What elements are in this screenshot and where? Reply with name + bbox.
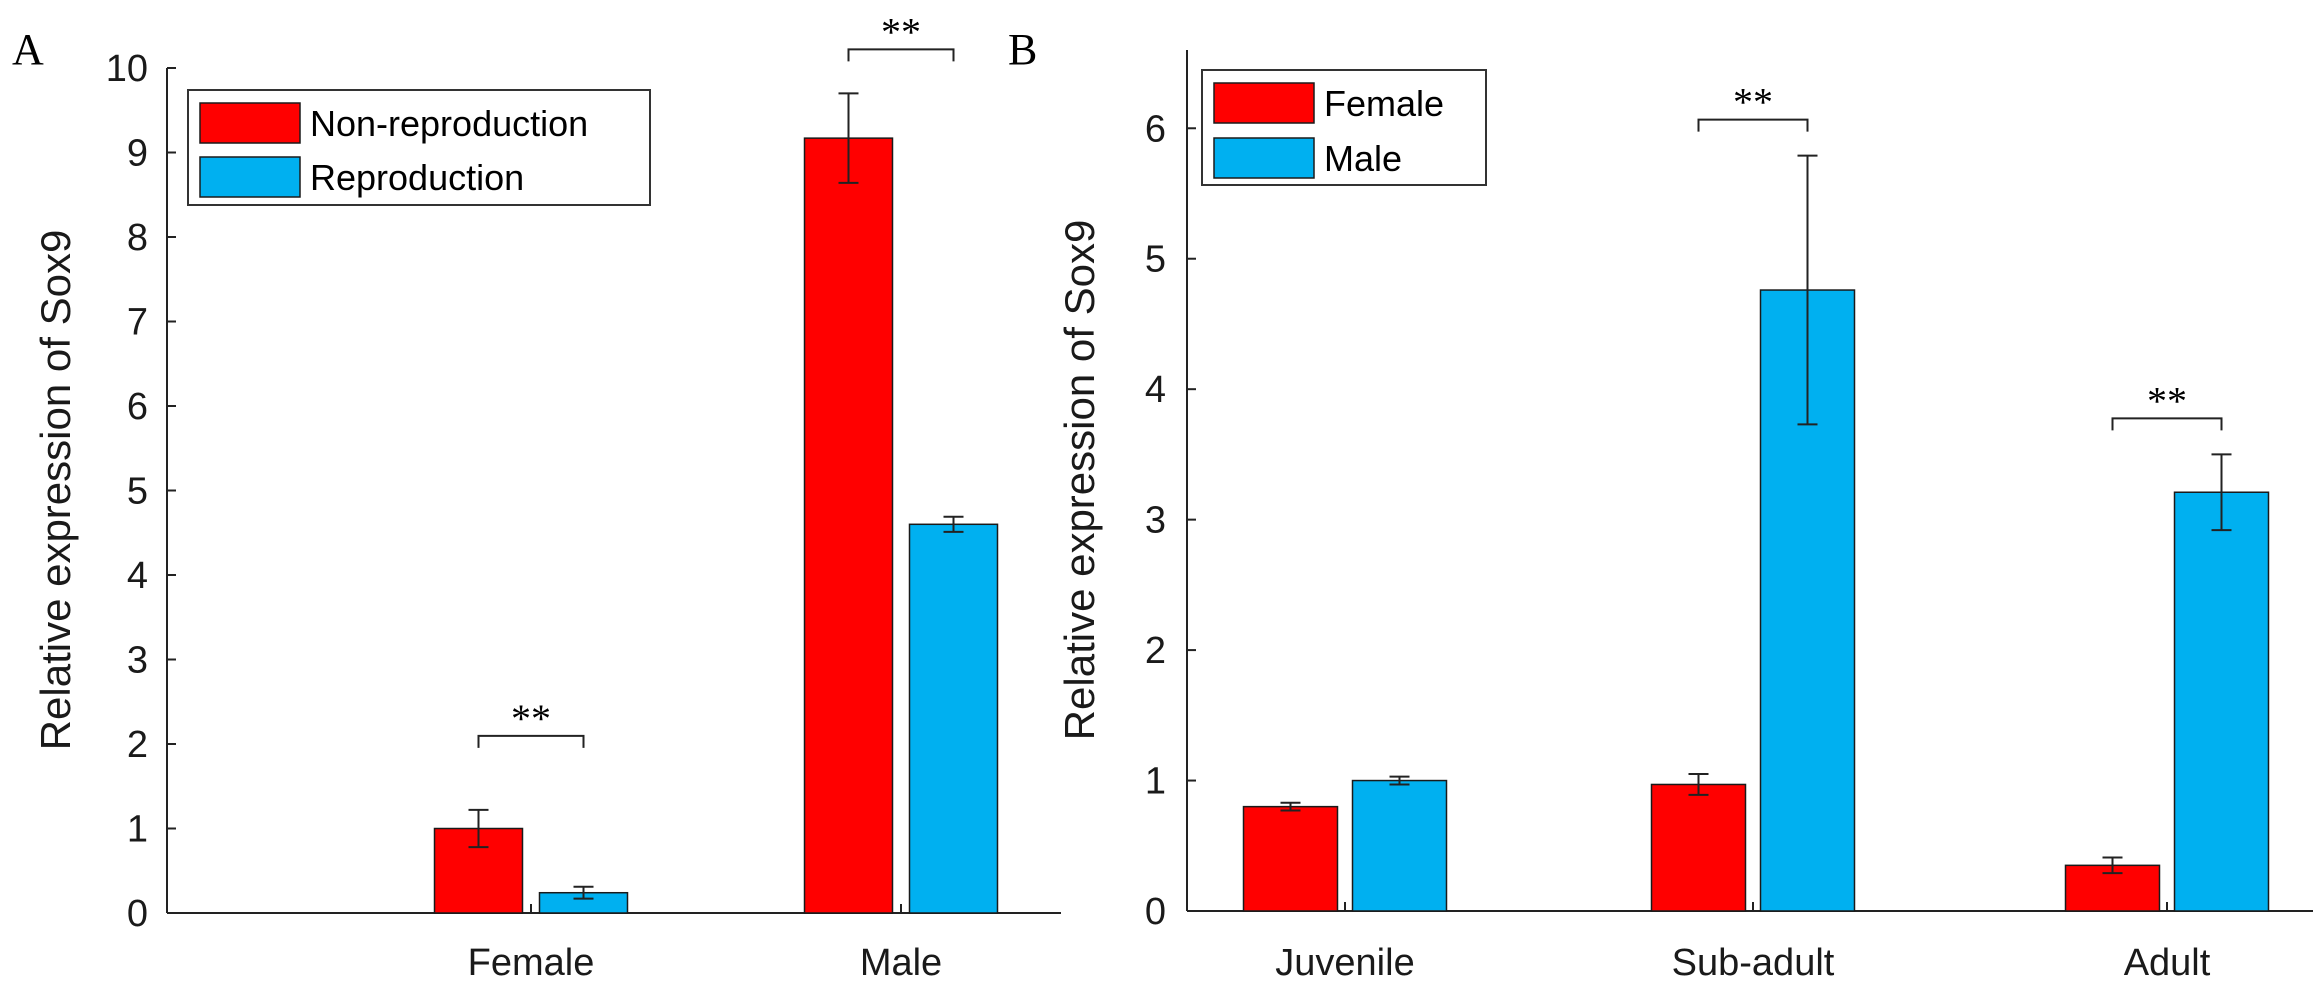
panel-a-bar-non-reproduction-male <box>803 137 894 914</box>
panel-a-legend-swatch <box>199 102 301 144</box>
panel-a-significance-label: ** <box>511 696 551 741</box>
panel-b-bar-female-sub-adult <box>1650 783 1747 912</box>
panel-b-legend-swatch <box>1213 137 1315 179</box>
panel-b-bar-chart: B 0 1 2 3 4 5 6 Relative expression of Sox9 Juve… <box>1008 25 2313 984</box>
panel-a-legend-label: Non-reproduction <box>310 103 588 144</box>
panel-b-legend-swatch <box>1213 82 1315 124</box>
panel-b-y-tick-label: 5 <box>1145 239 1166 281</box>
panel-a-y-tick-label: 5 <box>127 471 148 513</box>
panel-a-x-tick-label: Female <box>468 942 595 984</box>
panel-a-y-tick-label: 4 <box>127 555 148 597</box>
panel-b-significance-bracket <box>2111 417 2223 431</box>
panel-a-letter: A <box>12 25 44 74</box>
panel-a-y-tick-label: 10 <box>106 48 148 90</box>
panel-b-legend-label: Male <box>1324 138 1402 179</box>
panel-b-y-axis-title: Relative expression of Sox9 <box>1056 220 1103 741</box>
panel-b-y-tick-label: 3 <box>1145 500 1166 542</box>
panel-a-significance-bracket <box>477 734 585 748</box>
panel-b-x-tick-label: Adult <box>2124 942 2211 984</box>
panel-a-bar-chart: A 0 1 2 3 4 5 6 7 8 9 10 Relative expression of Sox… <box>12 9 1061 984</box>
panel-b-y-tick-label: 6 <box>1145 108 1166 150</box>
panel-a-y-tick-label: 6 <box>127 386 148 428</box>
panel-a-y-tick-label: 9 <box>127 133 148 175</box>
panel-a-legend-label: Reproduction <box>310 157 524 198</box>
panel-a-x-tick-label: Male <box>860 942 942 984</box>
panel-a-legend-swatch <box>199 156 301 198</box>
panel-b-x-tick-label: Sub-adult <box>1672 942 1835 984</box>
panel-b-x-tick-label: Juvenile <box>1275 942 1414 984</box>
panel-a-y-tick-label: 1 <box>127 809 148 851</box>
panel-b-significance-label: ** <box>2147 378 2187 423</box>
panel-a-bar-reproduction-male <box>908 523 999 914</box>
panel-b-significance-label: ** <box>1733 80 1773 125</box>
panel-a-significance-label: ** <box>881 9 921 54</box>
panel-b-letter: B <box>1008 25 1037 74</box>
panel-a-y-tick-label: 2 <box>127 724 148 766</box>
panel-b-legend-label: Female <box>1324 83 1444 124</box>
panel-a-y-tick-label: 7 <box>127 302 148 344</box>
panel-b-bar-male-adult <box>2173 491 2270 912</box>
panel-a-significance-bracket <box>847 48 955 62</box>
panel-b-y-tick-label: 0 <box>1145 891 1166 933</box>
panel-a-y-tick-label: 0 <box>127 893 148 935</box>
panel-b-y-tick-label: 4 <box>1145 369 1166 411</box>
panel-a-y-tick-label: 8 <box>127 217 148 259</box>
panel-a-y-tick-label: 3 <box>127 640 148 682</box>
panel-b-bar-male-juvenile <box>1351 779 1448 912</box>
panel-b-bar-female-juvenile <box>1242 805 1339 912</box>
panel-a-y-axis-title: Relative expression of Sox9 <box>32 230 79 751</box>
panel-b-y-tick-label: 2 <box>1145 630 1166 672</box>
panel-b-y-tick-label: 1 <box>1145 761 1166 803</box>
panel-b-significance-bracket <box>1697 118 1809 132</box>
